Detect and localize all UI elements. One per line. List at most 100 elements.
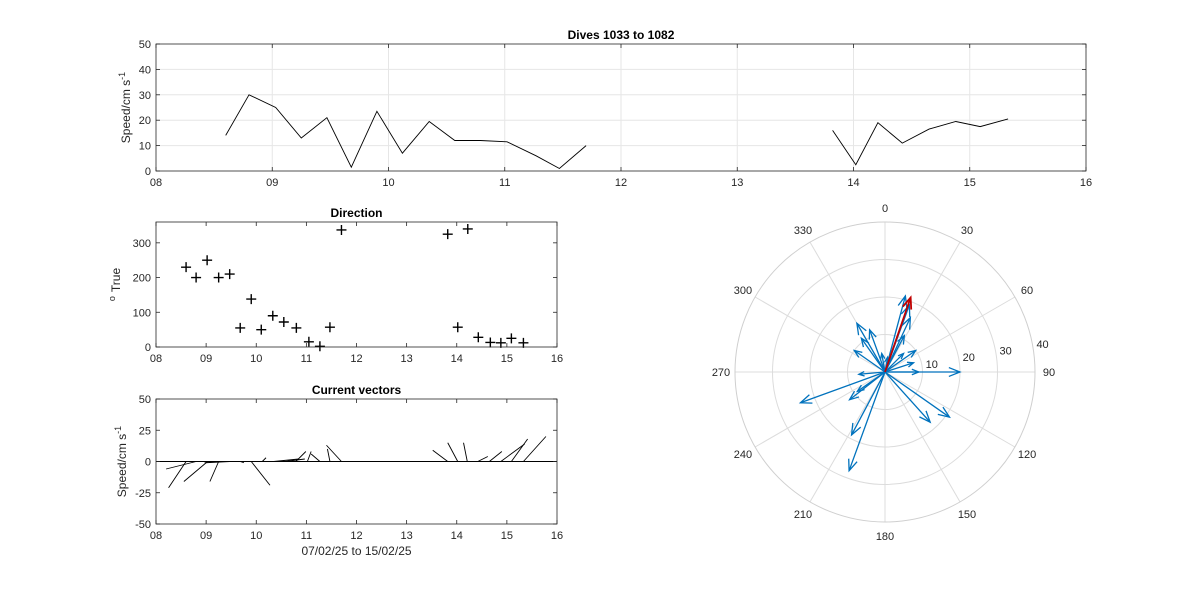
direction-plot-ylabel-superscript: o xyxy=(107,296,117,301)
direction-plus-marker xyxy=(442,229,453,240)
direction-plot-axes: 08 09 10 11 12 13 14 15 16 0 100 200 300 xyxy=(133,221,563,365)
polar-ring xyxy=(734,221,1036,523)
direction-plus-marker xyxy=(267,310,278,321)
polar-plot-grid xyxy=(734,221,1036,523)
polar-vector-arrow xyxy=(860,337,886,373)
current-vector-stick xyxy=(183,461,208,482)
current-vector-stick xyxy=(310,453,321,462)
speed-series-line xyxy=(225,94,587,170)
polar-angle-label: 120 xyxy=(1018,449,1036,461)
current-vector-stick xyxy=(240,461,245,464)
current-vector-stick xyxy=(511,438,529,462)
speed-plot-ylabel: Speed/cm s-1 xyxy=(117,72,133,143)
polar-vector-arrow-head xyxy=(911,368,921,376)
current-vectors-plot-axes: 08 09 10 11 12 13 14 15 16 -50 -25 0 25 50 xyxy=(135,394,563,542)
polar-vector-arrow-head xyxy=(907,349,918,358)
y-tick-label: 0 xyxy=(145,342,151,354)
x-tick-label: 08 xyxy=(150,530,162,542)
current-vector-stick xyxy=(209,461,220,482)
direction-plus-marker xyxy=(452,322,463,333)
x-tick-label: 16 xyxy=(1080,177,1092,189)
polar-vector-arrow xyxy=(858,371,886,375)
polar-radius-label: 30 xyxy=(1000,346,1012,358)
direction-plus-marker xyxy=(506,333,517,344)
direction-plus-marker xyxy=(191,272,202,283)
polar-vector-arrow-head xyxy=(852,349,863,358)
direction-plus-marker xyxy=(213,272,224,283)
polar-vector-arrow xyxy=(856,322,886,373)
polar-angle-label: 330 xyxy=(794,225,812,237)
polar-vector-arrow xyxy=(868,329,886,373)
x-tick-label: 08 xyxy=(150,353,162,365)
x-tick-label: 10 xyxy=(250,530,262,542)
y-tick-label: 20 xyxy=(139,115,151,127)
current-vector-stick xyxy=(295,451,307,462)
current-vector-stick xyxy=(463,442,468,462)
x-tick-label: 13 xyxy=(731,177,743,189)
y-tick-label: 25 xyxy=(139,425,151,437)
polar-angle-label: 150 xyxy=(958,509,976,521)
polar-vector-arrow xyxy=(848,371,886,471)
direction-plus-marker xyxy=(518,337,529,348)
current-vectors-plot-data xyxy=(156,436,557,488)
x-tick-label: 12 xyxy=(350,530,362,542)
y-tick-label: 0 xyxy=(145,457,151,469)
speed-plot-axes: 08 09 10 11 12 13 14 15 16 0 10 20 30 40 50 xyxy=(139,39,1092,189)
polar-angle-label: 0 xyxy=(882,203,888,215)
speed-plot-grid xyxy=(156,44,1086,171)
y-tick-label: 300 xyxy=(133,238,151,250)
x-tick-label: 13 xyxy=(401,530,413,542)
polar-plot-vectors xyxy=(798,294,962,473)
polar-angle-label: 180 xyxy=(876,531,894,543)
polar-angle-label: 30 xyxy=(961,225,973,237)
current-vector-stick xyxy=(477,456,489,462)
x-tick-label: 14 xyxy=(451,353,463,365)
polar-vector-arrow xyxy=(856,371,886,392)
current-vector-stick xyxy=(447,442,459,462)
direction-plus-marker xyxy=(202,255,213,266)
y-tick-label: 40 xyxy=(139,64,151,76)
x-tick-label: 16 xyxy=(551,530,563,542)
current-vectors-plot-xlabel: 07/02/25 to 15/02/25 xyxy=(301,544,411,558)
polar-compass-plot: 0 30 60 90 120 150 180 210 240 270 300 330 10 20 30 40 xyxy=(712,203,1055,543)
polar-mean-arrow-head xyxy=(902,295,913,310)
direction-plot-ylabel: o True xyxy=(107,268,123,302)
speed-plot-ylabel-superscript: -1 xyxy=(117,72,127,80)
polar-vector-arrow-head xyxy=(897,352,905,360)
polar-vector-arrow xyxy=(853,349,886,373)
polar-angle-label: 210 xyxy=(794,509,812,521)
speed-plot-ylabel-text: Speed/cm s xyxy=(119,80,133,143)
polar-plot-labels: 0 30 60 90 120 150 180 210 240 270 300 330 10 20 30 40 xyxy=(712,203,1055,543)
current-vectors-plot-ylabel-text: Speed/cm s xyxy=(115,434,129,497)
polar-vector-arrow-head xyxy=(948,366,962,378)
polar-vector-arrow-head xyxy=(857,371,865,377)
x-tick-label: 14 xyxy=(451,530,463,542)
direction-plot: 08 09 10 11 12 13 14 15 16 0 100 200 300 Direction o… xyxy=(107,206,563,365)
current-vector-stick xyxy=(523,436,547,462)
polar-vector-arrow-head xyxy=(855,384,865,393)
polar-vector-arrow-head xyxy=(868,328,877,340)
polar-vector-arrow xyxy=(800,371,886,404)
polar-vector-arrow xyxy=(884,352,905,373)
current-vector-stick xyxy=(204,461,230,464)
x-tick-label: 12 xyxy=(615,177,627,189)
polar-vector-arrow-head xyxy=(848,390,860,401)
speed-series-line xyxy=(832,118,1009,166)
y-tick-label: 0 xyxy=(145,166,151,178)
x-tick-label: 14 xyxy=(847,177,859,189)
current-vectors-plot-ylabel: Speed/cm s-1 xyxy=(113,426,129,497)
x-tick-label: 16 xyxy=(551,353,563,365)
direction-plot-title: Direction xyxy=(330,206,382,220)
current-vector-stick xyxy=(306,451,312,462)
polar-vector-arrow xyxy=(884,335,905,373)
x-tick-label: 10 xyxy=(250,353,262,365)
polar-vector-arrow-head xyxy=(855,321,867,336)
direction-plot-ylabel-text: True xyxy=(109,268,123,293)
polar-vector-arrow-head xyxy=(901,316,912,330)
x-tick-label: 09 xyxy=(200,530,212,542)
direction-plus-marker xyxy=(462,223,473,234)
direction-plus-marker xyxy=(235,322,246,333)
current-vector-stick xyxy=(432,449,448,462)
y-tick-label: -25 xyxy=(135,488,151,500)
